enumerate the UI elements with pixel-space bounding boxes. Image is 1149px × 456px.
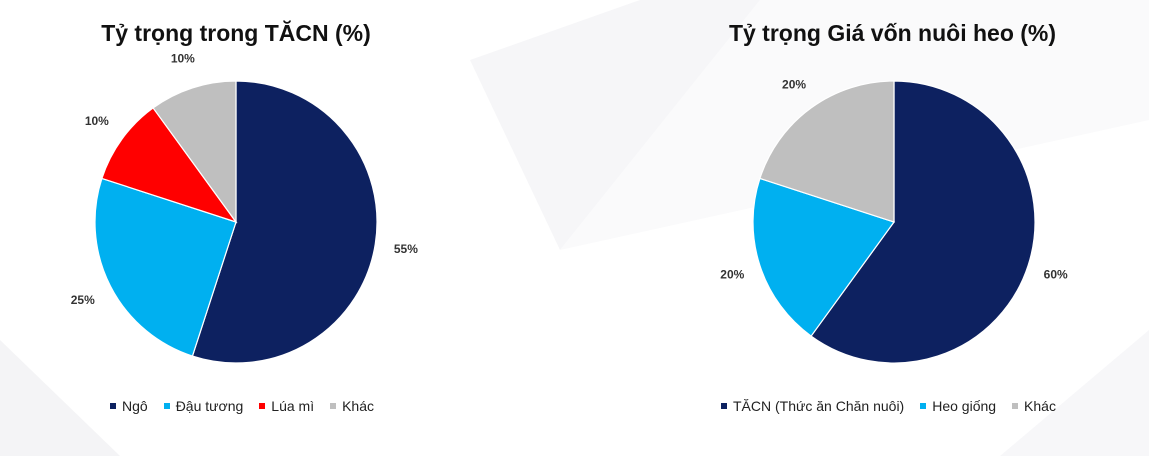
legend-item-tacn-thuc-an-chan-nuoi: TĂCN (Thức ăn Chăn nuôi)	[721, 398, 904, 414]
legend-item-khac: Khác	[1012, 398, 1056, 414]
pie-chart-feed-share: 55% 25% 10% 10%	[71, 51, 418, 364]
legend-swatch-dau-tuong	[163, 403, 170, 409]
legend-item-dau-tuong: Đậu tương	[163, 398, 244, 414]
legend-swatch-heo-giong	[920, 403, 927, 409]
legend-swatch-khac	[1012, 403, 1019, 409]
pie-slice-tacn-thuc-an-chan-nuoi	[810, 80, 1036, 364]
legend-label-ngo: Ngô	[122, 398, 148, 414]
legend-item-heo-giong: Heo giống	[920, 398, 996, 414]
data-label-heo-giong: 20%	[720, 268, 744, 282]
legend-label-heo-giong: Heo giống	[932, 398, 997, 414]
pie-slice-heo-giong	[752, 177, 895, 337]
legend-pig-cost-share: TĂCN (Thức ăn Chăn nuôi) Heo giống Khác	[721, 398, 1056, 414]
legend-label-lua-mi: Lúa mì	[271, 398, 315, 414]
legend-item-lua-mi: Lúa mì	[259, 398, 314, 414]
pie-slice-khac	[759, 80, 895, 223]
legend-swatch-ngo	[110, 403, 116, 409]
data-label-dau-tuong: 25%	[71, 293, 95, 307]
legend-swatch-khac	[330, 403, 337, 409]
legend-swatch-lua-mi	[259, 403, 266, 409]
pie-slice-ngo	[191, 80, 378, 364]
legend-item-khac: Khác	[330, 398, 374, 414]
pie-slice-khac	[152, 80, 237, 224]
data-label-tacn-thuc-an-chan-nuoi: 60%	[1044, 268, 1068, 282]
data-label-khac: 10%	[171, 51, 195, 65]
legend-item-ngo: Ngô	[110, 398, 148, 414]
pie-chart-pig-cost-share: 60% 20% 20%	[720, 77, 1068, 364]
legend-swatch-tacn-thuc-an-chan-nuoi	[721, 403, 727, 409]
chart-title-feed-share: Tỷ trọng trong TĂCN (%)	[101, 20, 371, 46]
chart-title-pig-cost-share: Tỷ trọng Giá vốn nuôi heo (%)	[728, 20, 1057, 46]
legend-label-tacn-thuc-an-chan-nuoi: TĂCN (Thức ăn Chăn nuôi)	[733, 398, 905, 414]
legend-label-dau-tuong: Đậu tương	[175, 398, 244, 414]
legend-label-khac: Khác	[342, 398, 375, 414]
data-label-khac: 20%	[782, 77, 806, 91]
pie-slice-dau-tuong	[94, 177, 237, 357]
data-label-ngo: 55%	[394, 242, 418, 256]
legend-label-khac: Khác	[1024, 398, 1056, 414]
data-label-lua-mi: 10%	[85, 114, 109, 128]
legend-feed-share: Ngô Đậu tương Lúa mì Khác	[110, 398, 374, 414]
pie-slice-lua-mi	[101, 107, 238, 224]
